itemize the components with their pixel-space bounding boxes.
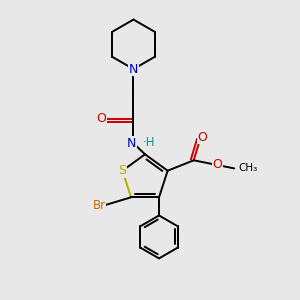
- Text: O: O: [212, 158, 222, 171]
- Text: ·H: ·H: [143, 136, 155, 149]
- Text: O: O: [198, 130, 208, 144]
- Text: N: N: [127, 137, 136, 150]
- Text: S: S: [118, 164, 126, 177]
- Text: CH₃: CH₃: [238, 164, 257, 173]
- Text: Br: Br: [93, 199, 106, 212]
- Text: O: O: [97, 112, 106, 125]
- Text: N: N: [129, 63, 138, 76]
